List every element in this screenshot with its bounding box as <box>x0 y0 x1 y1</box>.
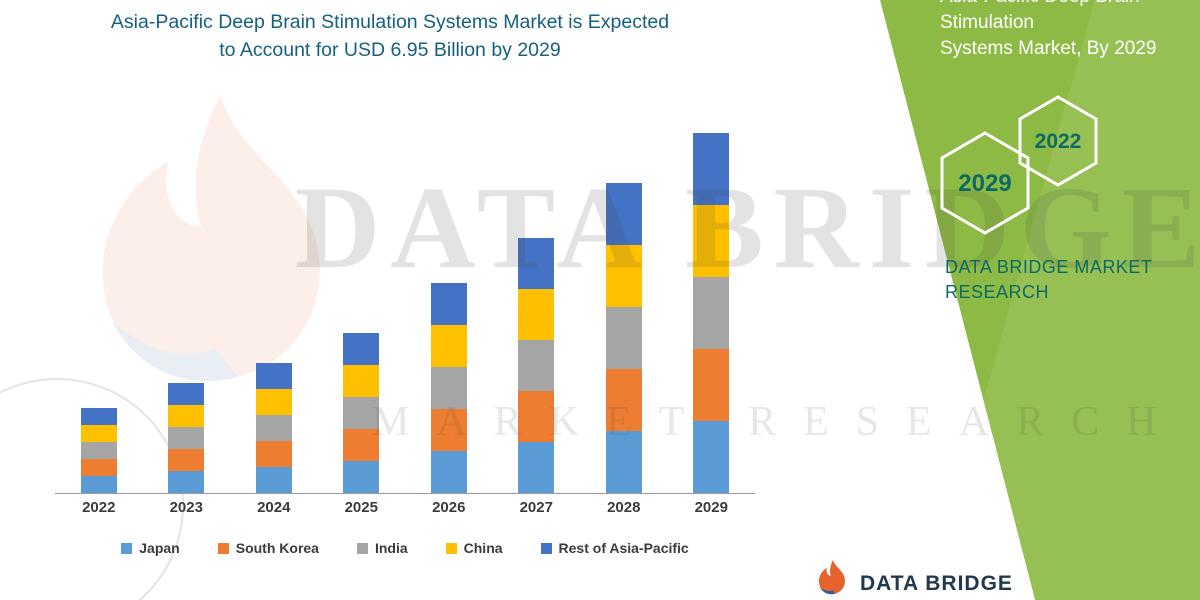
legend-item-japan: Japan <box>121 540 180 556</box>
segment-india-2023 <box>168 427 205 449</box>
segment-india-2027 <box>518 340 555 391</box>
segment-china-2027 <box>518 289 555 340</box>
segment-china-2026 <box>430 325 467 367</box>
footer-wordmark: DATA BRIDGE <box>860 571 1013 595</box>
segment-rest-of-asia-pacific-2026 <box>430 283 467 325</box>
segment-south-korea-2026 <box>430 409 467 451</box>
chart-legend: Japan South Korea India China Rest of Asia-P… <box>55 540 755 556</box>
legend-item-india: India <box>356 540 408 556</box>
bar-stack-2028 <box>605 183 642 493</box>
x-axis: 2022 2023 2024 2025 2026 2027 2028 2029 <box>55 499 755 516</box>
legend-item-china: China <box>445 540 503 556</box>
segment-rest-of-asia-pacific-2027 <box>518 238 555 289</box>
segment-south-korea-2027 <box>518 391 555 442</box>
segment-japan-2029 <box>693 421 730 493</box>
x-label-2029: 2029 <box>694 499 728 516</box>
legend-swatch-rest-of-asia-pacific <box>540 542 552 554</box>
chart-title: Asia-Pacific Deep Brain Stimulation Syst… <box>10 8 770 64</box>
segment-japan-2022 <box>80 476 117 493</box>
bar-stack-2025 <box>343 333 380 493</box>
segment-rest-of-asia-pacific-2028 <box>605 183 642 245</box>
bar-2029 <box>668 118 756 493</box>
segment-rest-of-asia-pacific-2029 <box>693 133 730 205</box>
bar-stack-2027 <box>518 238 555 493</box>
legend-label-japan: Japan <box>139 540 180 556</box>
bar-2024 <box>230 118 318 493</box>
legend-label-south-korea: South Korea <box>235 540 319 556</box>
bar-2025 <box>318 118 406 493</box>
segment-south-korea-2028 <box>605 369 642 431</box>
side-panel <box>880 0 1200 600</box>
legend-label-india: India <box>374 540 408 556</box>
segment-china-2028 <box>605 245 642 307</box>
x-label-2026: 2026 <box>432 499 466 516</box>
segment-india-2022 <box>80 442 117 459</box>
bar-stack-2022 <box>80 408 117 493</box>
segment-rest-of-asia-pacific-2022 <box>80 408 117 425</box>
legend-item-south-korea: South Korea <box>217 540 319 556</box>
segment-china-2024 <box>255 389 292 415</box>
chart-title-line2: to Account for USD 6.95 Billion by 2029 <box>219 39 561 61</box>
segment-china-2029 <box>693 205 730 277</box>
bar-2023 <box>143 118 231 493</box>
x-label-2027: 2027 <box>519 499 553 516</box>
segment-china-2025 <box>343 365 380 397</box>
segment-india-2025 <box>343 397 380 429</box>
x-label-2024: 2024 <box>257 499 291 516</box>
data-bridge-logo-icon <box>818 559 845 595</box>
side-panel-stripe <box>928 0 1200 600</box>
legend-label-rest-of-asia-pacific: Rest of Asia-Pacific <box>558 540 689 556</box>
chart-title-line1: Asia-Pacific Deep Brain Stimulation Syst… <box>110 11 670 33</box>
x-label-2028: 2028 <box>607 499 641 516</box>
segment-rest-of-asia-pacific-2025 <box>343 333 380 365</box>
bar-2028 <box>580 118 668 493</box>
plot-area <box>55 118 755 494</box>
legend-swatch-china <box>445 542 457 554</box>
bar-stack-2024 <box>255 363 292 493</box>
segment-china-2022 <box>80 425 117 442</box>
legend-swatch-japan <box>121 542 133 554</box>
bar-stack-2026 <box>430 283 467 493</box>
legend-item-rest-of-asia-pacific: Rest of Asia-Pacific <box>540 540 689 556</box>
segment-rest-of-asia-pacific-2023 <box>168 383 205 405</box>
x-label-2023: 2023 <box>169 499 203 516</box>
bar-2026 <box>405 118 493 493</box>
bar-2027 <box>493 118 581 493</box>
segment-south-korea-2024 <box>255 441 292 467</box>
segment-india-2024 <box>255 415 292 441</box>
legend-swatch-india <box>356 542 368 554</box>
stacked-bar-chart: 2022 2023 2024 2025 2026 2027 2028 2029 Japan So… <box>55 118 755 556</box>
segment-japan-2023 <box>168 471 205 493</box>
bar-2022 <box>55 118 143 493</box>
segment-south-korea-2022 <box>80 459 117 476</box>
bar-stack-2023 <box>168 383 205 493</box>
segment-india-2026 <box>430 367 467 409</box>
segment-japan-2027 <box>518 442 555 493</box>
bar-stack-2029 <box>693 133 730 493</box>
segment-japan-2028 <box>605 431 642 493</box>
segment-south-korea-2025 <box>343 429 380 461</box>
segment-rest-of-asia-pacific-2024 <box>255 363 292 389</box>
segment-south-korea-2023 <box>168 449 205 471</box>
footer-brand: DATA BRIDGE <box>815 558 1013 599</box>
legend-swatch-south-korea <box>217 542 229 554</box>
segment-india-2028 <box>605 307 642 369</box>
segment-japan-2025 <box>343 461 380 493</box>
segment-south-korea-2029 <box>693 349 730 421</box>
x-label-2022: 2022 <box>82 499 116 516</box>
segment-china-2023 <box>168 405 205 427</box>
x-label-2025: 2025 <box>344 499 378 516</box>
segment-india-2029 <box>693 277 730 349</box>
legend-label-china: China <box>463 540 503 556</box>
segment-japan-2026 <box>430 451 467 493</box>
segment-japan-2024 <box>255 467 292 493</box>
